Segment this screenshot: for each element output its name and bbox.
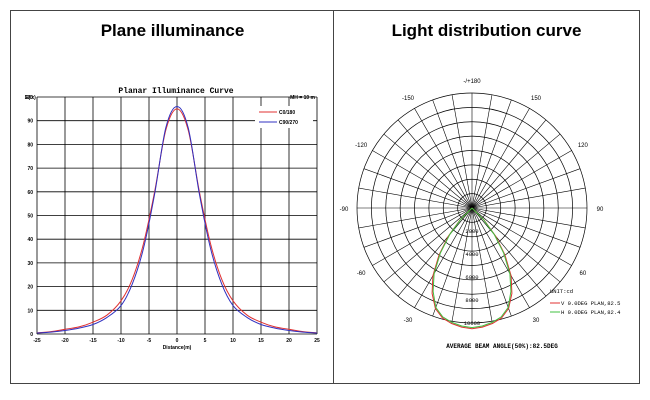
y-tick-label: 30 [27,261,33,267]
polar-spoke [372,150,473,209]
polar-spoke [383,133,473,209]
polar-spoke [397,119,473,209]
polar-angle-label: 30 [533,318,540,324]
polar-angle-label: 120 [578,143,589,149]
polar-angle-label: -150 [402,96,415,102]
polar-spoke [451,207,473,322]
mounting-height-label: MH = 10 m [290,95,315,101]
polar-angle-label: -/+180 [463,79,481,85]
y-tick-label: 60 [27,190,33,196]
light-distribution-chart: -/+180-150 150-120 120-90 90-60 60-30 3002000… [340,79,621,350]
polar-radial-label: 4000 [465,251,478,258]
x-tick-label: 10 [230,338,236,344]
chart-title: Planar Illuminance Curve [118,87,233,96]
y-tick-label: 0 [30,332,33,338]
polar-spoke [414,207,473,308]
polar-spoke [471,207,547,297]
polar-spoke [471,108,530,209]
x-tick-label: -20 [61,338,68,344]
polar-radial-label: 10000 [464,320,481,327]
y-tick-label: 70 [27,166,33,172]
polar-series-curve [432,207,512,329]
series-line-C0-180 [36,108,318,334]
polar-spoke [471,207,512,317]
y-tick-label: 50 [27,214,33,220]
polar-angle-label: -60 [357,271,366,277]
light-distribution-panel: Light distribution curve -/+180 -150 150 -1… [333,10,640,384]
x-tick-label: -25 [33,338,40,344]
panel-title-light-distribution: Light distribution curve [391,21,582,40]
polar-spoke [432,207,473,317]
polar-spoke [397,207,473,297]
polar-spoke [358,207,473,229]
polar-spoke [471,99,512,209]
polar-spoke [451,94,473,209]
x-tick-label: 5 [204,338,207,344]
polar-spoke [471,94,493,209]
beam-angle-footer: AVERAGE BEAM ANGLE(50%):82.5DEG [446,343,558,350]
polar-spoke [414,108,473,209]
polar-spoke [471,150,572,209]
polar-angle-label: -120 [355,143,368,149]
polar-spoke [432,99,473,209]
polar-spoke [471,207,581,248]
y-tick-label: 40 [27,237,33,243]
polar-spoke [471,207,561,283]
polar-series-curve [431,207,513,330]
polar-angle-label: 60 [580,271,587,277]
polar-legend-label: V 0.0DEG PLAN,82.5 [561,300,620,307]
polar-spoke [471,207,572,266]
polar-spoke [471,119,547,209]
polar-spoke [383,207,473,283]
y-axis-label: E(lx) [25,95,36,101]
series-line-C90-270 [36,105,318,334]
polar-radial-label: 2000 [465,228,478,235]
unit-label: UNIT:cd [550,288,573,295]
polar-radial-label: 8000 [465,297,478,304]
polar-spoke [471,168,581,209]
x-tick-label: -15 [89,338,96,344]
panel-title-plane-illuminance: Plane illuminance [100,21,245,40]
polar-spoke [471,187,586,209]
x-tick-label: 20 [286,338,292,344]
x-tick-label: 25 [314,338,320,344]
polar-angle-label: 90 [597,207,604,213]
legend-label: C90/270 [279,120,298,126]
polar-spoke [471,207,530,308]
x-axis-label: Distance(m) [163,345,192,351]
y-tick-label: 10 [27,308,33,314]
polar-spoke [471,207,493,322]
y-tick-label: 100 [25,95,34,101]
polar-spoke [363,207,473,248]
x-tick-label: 0 [176,338,179,344]
planar-illuminance-chart: Planar Illuminance Curve MH = 10 m E(lx) -2… [25,87,320,351]
plane-illuminance-panel: Plane illuminance Planar Illuminance Cur… [10,10,335,384]
polar-angle-label: 150 [531,96,542,102]
polar-spoke [363,168,473,209]
polar-spoke [471,133,561,209]
x-tick-label: -10 [117,338,124,344]
y-tick-label: 20 [27,285,33,291]
polar-spoke [358,187,473,209]
polar-spoke [372,207,473,266]
polar-radial-label: 6000 [465,274,478,281]
x-tick-label: 15 [258,338,264,344]
polar-legend-label: H 0.0DEG PLAN,82.4 [561,309,621,316]
legend-label: C0/180 [279,110,295,116]
polar-spoke [471,207,586,229]
y-tick-label: 90 [27,119,33,125]
polar-angle-label: -30 [404,318,413,324]
y-tick-label: 80 [27,142,33,148]
x-tick-label: -5 [147,338,152,344]
polar-angle-label: -90 [340,207,349,213]
